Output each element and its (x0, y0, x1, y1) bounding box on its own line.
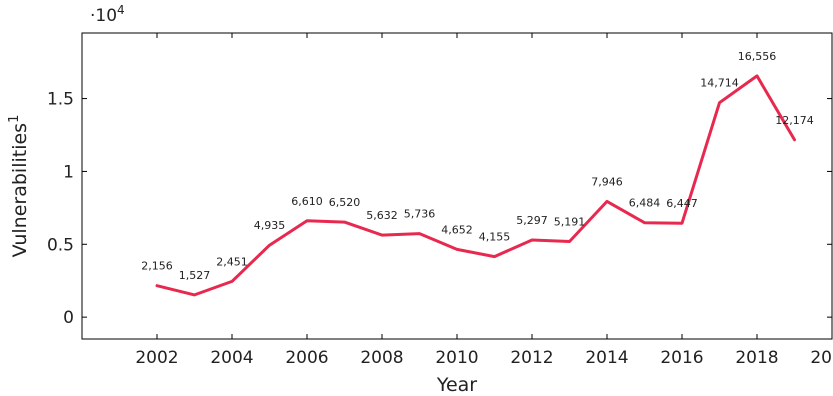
data-label: 4,652 (441, 223, 473, 236)
y-axis-title: Vulnerabilities1 (7, 115, 31, 258)
data-label: 6,447 (666, 197, 698, 210)
y-multiplier-base: ·10 (90, 6, 117, 26)
data-label: 6,610 (291, 195, 323, 208)
y-axis: 0 0.5 1 1.5 (47, 90, 832, 328)
x-tick-label: 2012 (510, 348, 553, 368)
data-label: 4,935 (254, 219, 286, 232)
x-tick-label: 2006 (285, 348, 328, 368)
data-label: 5,297 (516, 214, 548, 227)
y-tick-label: 1.5 (47, 90, 74, 110)
x-axis: 2002 2004 2006 2008 2010 2012 2014 2016 2018 2020 (135, 33, 833, 368)
y-tick-label: 0 (63, 308, 74, 328)
y-tick-label: 0.5 (47, 235, 74, 255)
data-labels: 2,156 1,527 2,451 4,935 6,610 6,520 5,632 5,736… (141, 50, 814, 282)
x-tick-label: 2016 (660, 348, 703, 368)
x-tick-label: 2018 (735, 348, 778, 368)
y-axis-title-superscript: 1 (7, 115, 22, 123)
y-axis-multiplier: ·104 (90, 3, 125, 26)
data-label: 7,946 (591, 175, 623, 188)
x-tick-label: 2010 (435, 348, 478, 368)
data-label: 14,714 (700, 77, 739, 90)
data-label: 5,736 (404, 208, 436, 221)
x-axis-title: Year (436, 374, 477, 396)
data-label: 2,156 (141, 260, 173, 273)
data-label: 1,527 (179, 269, 211, 282)
x-tick-label: 2004 (210, 348, 253, 368)
data-label: 12,174 (775, 114, 814, 127)
y-axis-multiplier-label: ·104 (90, 3, 125, 26)
y-tick-label: 1 (63, 162, 74, 182)
x-tick-label: 2008 (360, 348, 403, 368)
data-label: 6,520 (329, 196, 361, 209)
y-multiplier-exponent: 4 (117, 3, 125, 17)
x-tick-label: 2020 (810, 348, 833, 368)
data-label: 5,632 (366, 209, 398, 222)
vulnerabilities-series-line (155, 74, 796, 297)
y-axis-title-text: Vulnerabilities (9, 123, 31, 257)
data-label: 2,451 (216, 255, 248, 268)
data-label: 6,484 (629, 197, 661, 210)
data-label: 5,191 (554, 216, 586, 229)
x-tick-label: 2002 (135, 348, 178, 368)
x-tick-label: 2014 (585, 348, 628, 368)
data-label: 16,556 (738, 50, 777, 63)
data-label: 4,155 (479, 231, 511, 244)
